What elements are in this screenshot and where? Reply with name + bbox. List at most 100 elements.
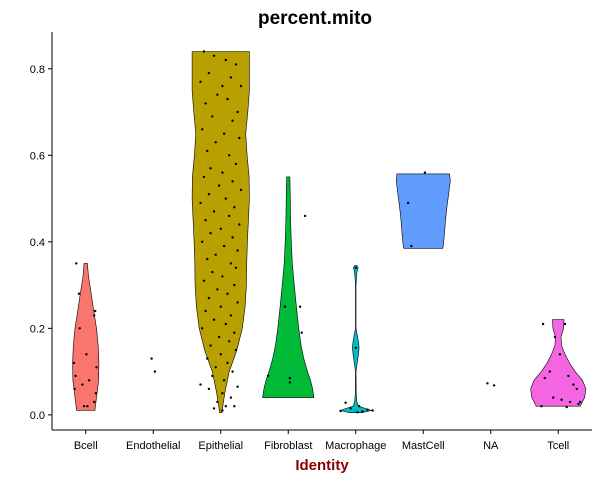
point-fibroblast [283, 305, 287, 308]
point-epithelial [238, 136, 241, 140]
point-epithelial [233, 405, 236, 408]
point-epithelial [207, 71, 211, 75]
point-tcell [560, 398, 563, 401]
point-epithelial [228, 154, 231, 157]
point-endothelial [153, 370, 157, 373]
point-bcell [73, 387, 76, 391]
point-epithelial [204, 219, 207, 222]
point-na [486, 382, 489, 385]
point-epithelial [211, 374, 214, 378]
point-epithelial [219, 305, 222, 308]
point-epithelial [212, 318, 216, 321]
point-epithelial [236, 110, 239, 114]
x-tick-label: MastCell [402, 440, 445, 452]
point-epithelial [222, 379, 226, 382]
point-epithelial [199, 201, 202, 205]
point-epithelial [217, 335, 221, 339]
violin-tcell [530, 319, 587, 407]
point-bcell [77, 292, 81, 295]
point-epithelial [207, 296, 211, 300]
chart-title: percent.mito [258, 8, 372, 29]
point-epithelial [206, 357, 209, 360]
point-epithelial [202, 175, 206, 179]
point-epithelial [209, 344, 212, 347]
point-epithelial [226, 361, 229, 365]
point-epithelial [236, 301, 239, 304]
point-macrophage [339, 409, 342, 413]
point-bcell [93, 314, 96, 317]
point-epithelial [221, 409, 224, 412]
point-epithelial [201, 240, 204, 243]
y-tick-label: 0.8 [30, 64, 45, 76]
point-epithelial [234, 266, 238, 269]
point-epithelial [221, 84, 224, 88]
point-epithelial [229, 396, 233, 399]
point-fibroblast [300, 331, 303, 334]
point-tcell [552, 396, 555, 399]
point-epithelial [233, 283, 236, 287]
point-epithelial [219, 353, 222, 356]
point-epithelial [214, 366, 217, 369]
point-epithelial [226, 97, 229, 101]
point-macrophage [356, 411, 359, 414]
point-bcell [78, 327, 81, 330]
point-mastcell [410, 244, 413, 248]
point-bcell [74, 374, 77, 378]
point-epithelial [216, 400, 219, 404]
point-epithelial [204, 309, 207, 313]
point-macrophage [344, 401, 347, 404]
point-epithelial [221, 392, 224, 395]
x-tick-label: Fibroblast [264, 440, 312, 452]
violin-epithelial [191, 51, 250, 413]
point-macrophage [371, 409, 374, 412]
point-epithelial [236, 249, 239, 252]
point-bcell [75, 262, 78, 265]
violin-mastcell [395, 173, 451, 249]
point-bcell [94, 309, 97, 313]
point-epithelial [234, 63, 238, 66]
point-tcell [579, 400, 582, 404]
point-epithelial [199, 383, 202, 386]
point-epithelial [214, 141, 217, 144]
point-epithelial [226, 292, 229, 295]
point-epithelial [209, 232, 212, 235]
point-fibroblast [266, 374, 270, 378]
point-epithelial [212, 54, 216, 57]
point-macrophage [354, 266, 357, 269]
point-epithelial [201, 327, 204, 330]
point-epithelial [201, 128, 204, 131]
point-epithelial [216, 93, 219, 96]
point-epithelial [224, 405, 227, 408]
point-epithelial [231, 180, 234, 183]
point-na [492, 384, 496, 387]
violin-fibroblast [262, 176, 315, 398]
point-bcell [85, 353, 88, 356]
x-axis-title: Identity [295, 457, 349, 474]
x-tick-label: Tcell [547, 440, 569, 452]
y-tick-label: 0.0 [30, 410, 45, 422]
point-tcell [572, 383, 575, 386]
point-epithelial [209, 167, 212, 170]
point-epithelial [202, 279, 206, 282]
point-tcell [567, 374, 570, 378]
point-bcell [95, 366, 98, 369]
point-epithelial [221, 171, 224, 174]
point-epithelial [231, 236, 234, 239]
point-epithelial [222, 244, 226, 248]
point-epithelial [211, 115, 214, 118]
point-epithelial [212, 407, 216, 410]
point-epithelial [212, 210, 216, 213]
violin-bcell [72, 263, 100, 411]
point-bcell [72, 361, 76, 365]
point-macrophage [361, 410, 364, 413]
point-epithelial [229, 76, 233, 79]
x-tick-label: Endothelial [126, 440, 180, 452]
point-tcell [565, 405, 568, 409]
point-epithelial [199, 80, 202, 84]
point-epithelial [234, 162, 238, 166]
point-tcell [575, 387, 578, 391]
point-macrophage [354, 346, 357, 349]
point-epithelial [222, 132, 226, 135]
violin-macrophage [339, 265, 373, 413]
point-endothelial [150, 357, 153, 360]
